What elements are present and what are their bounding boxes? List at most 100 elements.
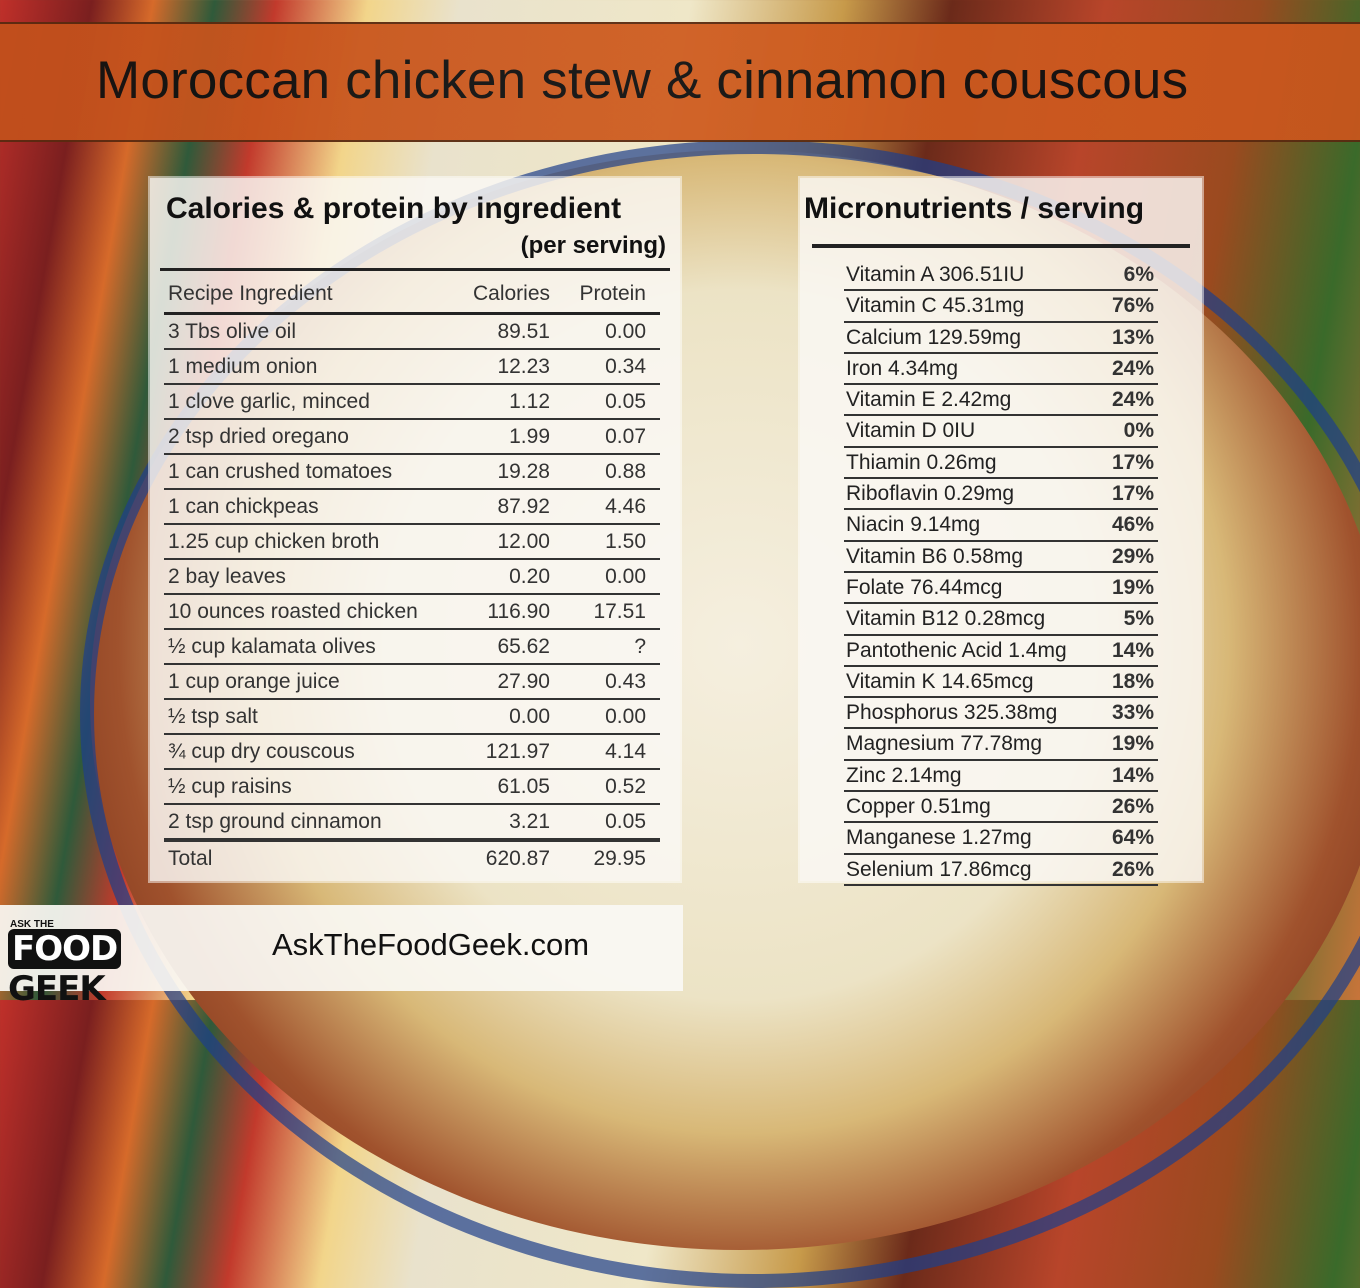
- cell-protein: 4.14: [605, 740, 646, 763]
- micronutrient-row: Manganese 1.27mg 64%: [844, 823, 1158, 855]
- micronutrient-percent: 76%: [1111, 294, 1154, 318]
- micronutrient-row: Vitamin D 0IU 0%: [844, 416, 1158, 448]
- table-row: 1 cup orange juice 27.90 0.43: [164, 665, 660, 700]
- cell-protein: 17.51: [593, 600, 646, 623]
- micronutrient-percent: 19%: [1111, 732, 1154, 756]
- cell-calories: 12.00: [497, 530, 550, 553]
- micronutrient-percent: 33%: [1111, 701, 1154, 725]
- cell-calories: 61.05: [497, 775, 550, 798]
- cell-protein: 0.88: [605, 460, 646, 483]
- micronutrient-percent: 24%: [1111, 356, 1154, 380]
- cell-calories: 0.00: [509, 705, 550, 728]
- micronutrient-name: Vitamin K 14.65mcg: [846, 669, 1034, 693]
- cell-ingredient: ½ tsp salt: [168, 705, 258, 728]
- header-ingredient: Recipe Ingredient: [168, 282, 333, 305]
- cell-ingredient: ½ cup kalamata olives: [168, 635, 376, 658]
- cell-ingredient: Total: [168, 847, 213, 870]
- micronutrient-name: Folate 76.44mcg: [846, 575, 1003, 599]
- cell-protein: 0.00: [605, 705, 646, 728]
- micronutrient-percent: 29%: [1111, 544, 1154, 568]
- ingredient-table: Recipe Ingredient Calories Protein 3 Tbs…: [164, 274, 660, 875]
- logo-food: FOOD: [8, 929, 122, 969]
- micronutrient-name: Selenium 17.86mcg: [846, 857, 1032, 881]
- micronutrient-row: Pantothenic Acid 1.4mg 14%: [844, 636, 1158, 667]
- table-row: 1 can crushed tomatoes 19.28 0.88: [164, 455, 660, 490]
- title-divider: [160, 268, 670, 271]
- micronutrient-row: Zinc 2.14mg 14%: [844, 761, 1158, 793]
- table-header-row: Recipe Ingredient Calories Protein: [164, 274, 660, 315]
- micronutrient-name: Pantothenic Acid 1.4mg: [846, 638, 1067, 662]
- cell-protein: 0.05: [605, 390, 646, 413]
- micronutrient-name: Magnesium 77.78mg: [846, 732, 1043, 756]
- title-banner: Moroccan chicken stew & cinnamon couscou…: [0, 22, 1360, 142]
- cell-calories: 1.12: [509, 390, 550, 413]
- cell-calories: 0.20: [509, 565, 550, 588]
- micronutrients-panel: Micronutrients / serving Vitamin A 306.5…: [800, 178, 1202, 886]
- table-row: 2 tsp ground cinnamon 3.21 0.05: [164, 805, 660, 840]
- micronutrient-row: Calcium 129.59mg 13%: [844, 323, 1158, 354]
- table-row: 2 bay leaves 0.20 0.00: [164, 560, 660, 595]
- cell-ingredient: 3 Tbs olive oil: [168, 320, 297, 343]
- cell-calories: 12.23: [497, 355, 550, 378]
- brand-logo: ASK THE FOOD GEEK: [8, 919, 178, 1009]
- cell-ingredient: 2 bay leaves: [168, 565, 286, 588]
- micronutrient-name: Zinc 2.14mg: [846, 763, 962, 787]
- micronutrient-percent: 14%: [1111, 638, 1154, 662]
- header-protein: Protein: [579, 282, 646, 305]
- micronutrient-percent: 6%: [1123, 263, 1154, 286]
- micronutrient-row: Vitamin B6 0.58mg 29%: [844, 542, 1158, 573]
- cell-protein: 0.00: [605, 320, 646, 343]
- calories-panel-subtitle: (per serving): [520, 232, 666, 259]
- micronutrient-row: Vitamin K 14.65mcg 18%: [844, 667, 1158, 699]
- logo-main-text: FOOD GEEK: [8, 929, 178, 1009]
- micronutrient-row: Copper 0.51mg 26%: [844, 792, 1158, 824]
- title-divider: [812, 244, 1190, 248]
- micronutrient-name: Vitamin B12 0.28mcg: [846, 607, 1046, 631]
- table-row: 10 ounces roasted chicken 116.90 17.51: [164, 595, 660, 630]
- logo-geek: GEEK: [8, 969, 106, 1009]
- cell-calories: 27.90: [497, 670, 550, 693]
- micronutrient-percent: 24%: [1111, 388, 1154, 412]
- table-row: 3 Tbs olive oil 89.51 0.00: [164, 315, 660, 350]
- micronutrient-name: Thiamin 0.26mg: [846, 450, 997, 474]
- calories-protein-panel: Calories & protein by ingredient (per se…: [150, 178, 680, 881]
- micronutrient-percent: 14%: [1111, 763, 1154, 787]
- micronutrient-name: Vitamin D 0IU: [846, 419, 976, 443]
- micronutrient-row: Vitamin E 2.42mg 24%: [844, 385, 1158, 417]
- table-row: 1 medium onion 12.23 0.34: [164, 350, 660, 385]
- cell-ingredient: 2 tsp dried oregano: [168, 425, 349, 448]
- cell-ingredient: ¾ cup dry couscous: [168, 740, 355, 763]
- micronutrient-name: Vitamin E 2.42mg: [846, 388, 1012, 412]
- table-row: ½ tsp salt 0.00 0.00: [164, 700, 660, 735]
- micronutrient-name: Niacin 9.14mg: [846, 513, 981, 537]
- micronutrient-percent: 13%: [1111, 325, 1154, 349]
- micronutrient-row: Niacin 9.14mg 46%: [844, 510, 1158, 542]
- micronutrient-row: Thiamin 0.26mg 17%: [844, 448, 1158, 480]
- cell-ingredient: ½ cup raisins: [168, 775, 292, 798]
- micronutrients-panel-title: Micronutrients / serving: [804, 192, 1145, 225]
- cell-ingredient: 1 can chickpeas: [168, 495, 319, 518]
- cell-ingredient: 2 tsp ground cinnamon: [168, 810, 382, 833]
- cell-protein: 0.05: [605, 810, 646, 833]
- micronutrient-row: Vitamin A 306.51IU 6%: [844, 260, 1158, 292]
- cell-protein: 0.07: [605, 425, 646, 448]
- header-calories: Calories: [472, 282, 550, 305]
- micronutrient-row: Magnesium 77.78mg 19%: [844, 729, 1158, 761]
- cell-calories: 1.99: [509, 425, 550, 448]
- micronutrient-name: Vitamin C 45.31mg: [846, 294, 1025, 318]
- micronutrient-row: Vitamin C 45.31mg 76%: [844, 291, 1158, 323]
- micronutrient-percent: 64%: [1111, 826, 1154, 850]
- calories-panel-title: Calories & protein by ingredient: [166, 192, 622, 225]
- micronutrient-name: Copper 0.51mg: [846, 795, 991, 819]
- micronutrient-name: Iron 4.34mg: [846, 356, 959, 380]
- table-total-row: Total 620.87 29.95: [164, 840, 660, 875]
- cell-protein: 0.34: [605, 355, 646, 378]
- cell-ingredient: 1 medium onion: [168, 355, 318, 378]
- micronutrient-percent: 46%: [1111, 513, 1154, 537]
- micronutrient-percent: 0%: [1123, 419, 1154, 443]
- cell-calories: 19.28: [497, 460, 550, 483]
- micronutrient-percent: 26%: [1111, 795, 1154, 819]
- cell-protein: 4.46: [605, 495, 646, 518]
- table-row: ½ cup raisins 61.05 0.52: [164, 770, 660, 805]
- micronutrient-row: Phosphorus 325.38mg 33%: [844, 698, 1158, 730]
